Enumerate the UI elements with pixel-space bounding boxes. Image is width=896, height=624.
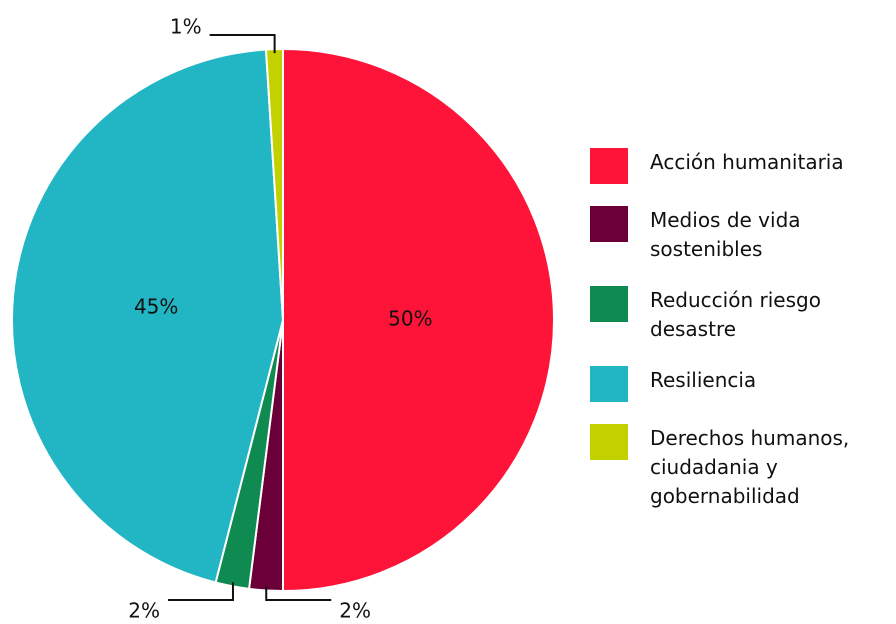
leader-line (265, 586, 332, 601)
legend-swatch (590, 424, 628, 460)
legend-swatch (590, 148, 628, 184)
legend-item: Acción humanitaria (590, 148, 896, 184)
legend-item: Resiliencia (590, 366, 896, 402)
legend-item: Medios de vida sostenibles (590, 206, 896, 264)
slice-label: 45% (134, 295, 178, 319)
leader-line (167, 582, 234, 601)
pie-slice (282, 47, 555, 593)
legend-label: Reducción riesgo desastre (650, 288, 821, 341)
slice-label: 50% (388, 307, 432, 331)
legend-label: Derechos humanos, ciudadania y gobernabi… (650, 426, 850, 508)
pie-slice (11, 48, 285, 584)
legend-label: Acción humanitaria (650, 150, 844, 174)
legend-item: Reducción riesgo desastre (590, 286, 896, 344)
legend-swatch (590, 366, 628, 402)
legend-label: Resiliencia (650, 368, 757, 392)
legend: Acción humanitaria Medios de vida sosteni… (590, 148, 896, 533)
legend-swatch (590, 206, 628, 242)
legend-item: Derechos humanos, ciudadania y gobernabi… (590, 424, 896, 511)
legend-label: Medios de vida sostenibles (650, 208, 801, 261)
slice-label: 1% (170, 15, 202, 39)
slice-label: 2% (128, 599, 160, 623)
chart: 50% 2% 2% 45% 1% (11, 15, 555, 623)
legend-swatch (590, 286, 628, 322)
leader-line (209, 34, 276, 54)
slice-label: 2% (339, 599, 371, 623)
